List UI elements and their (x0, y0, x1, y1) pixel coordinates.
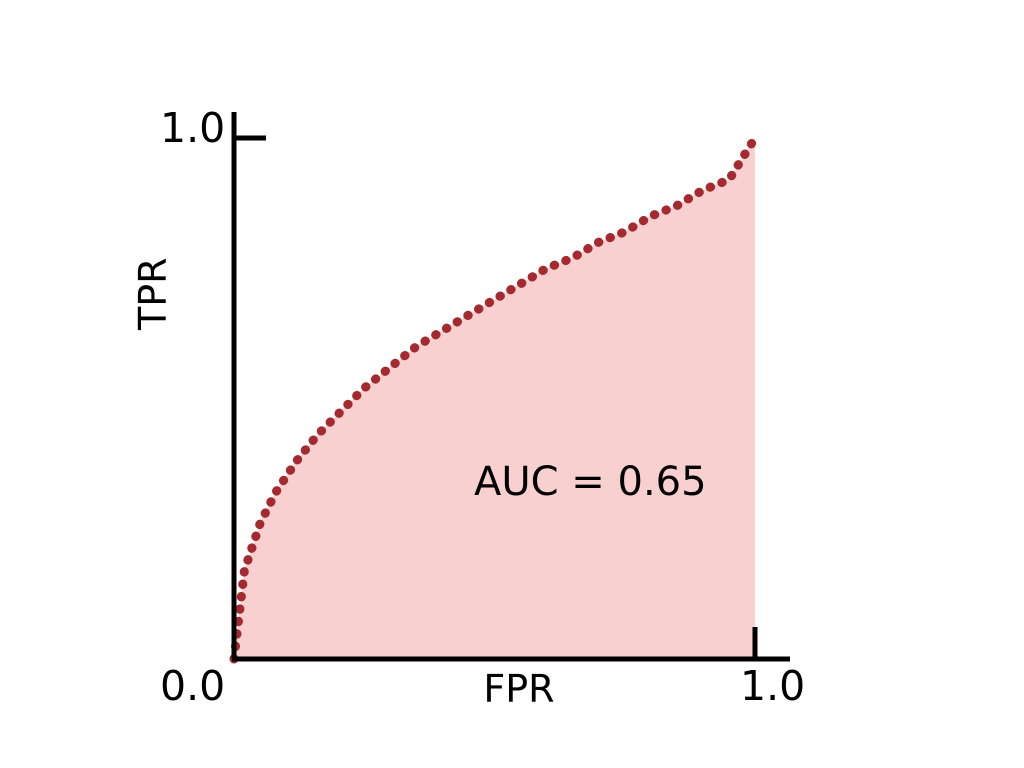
x-axis-tick-label-min: 0.0 (160, 662, 226, 710)
x-axis-label: FPR (0, 670, 1024, 708)
roc-curve-line (229, 133, 760, 664)
y-axis-tick-label-max: 1.0 (160, 104, 226, 152)
y-axis-label: TPR (131, 257, 175, 330)
x-axis-label-text: FPR (483, 667, 555, 711)
x-axis-tick-label-max: 1.0 (740, 662, 806, 710)
auc-annotation-text: AUC = 0.65 (474, 459, 707, 505)
auc-area-fill (234, 138, 755, 659)
